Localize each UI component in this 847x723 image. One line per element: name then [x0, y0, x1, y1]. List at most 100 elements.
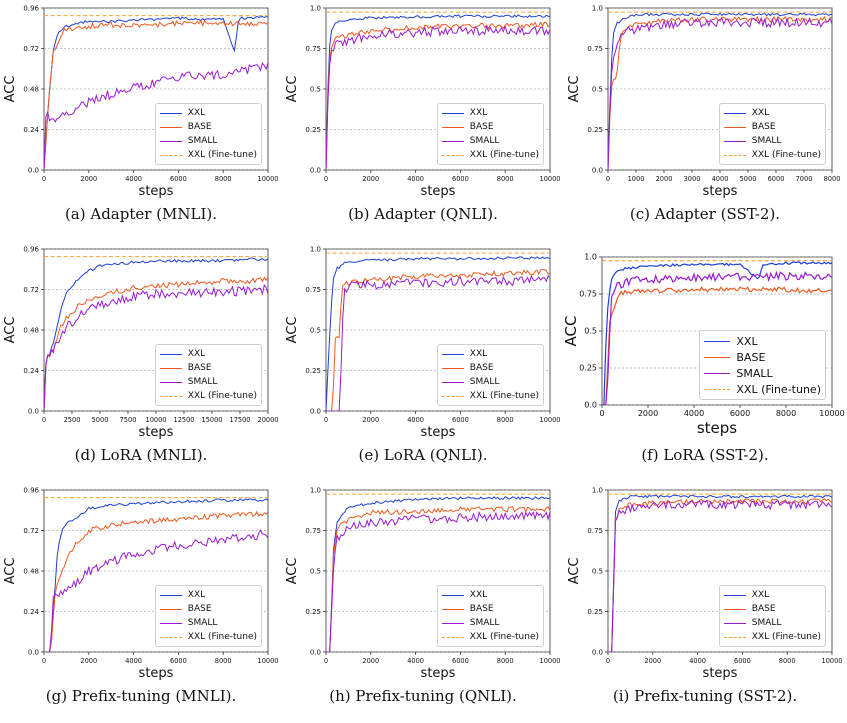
legend-label: XXL [736, 334, 758, 348]
legend-entry: XXL [159, 347, 257, 361]
legend-entry: XXL (Fine-tune) [723, 630, 821, 644]
legend-swatch [441, 395, 464, 397]
series-line-small [44, 529, 268, 652]
x-tick-label: 4000 [407, 657, 424, 665]
y-tick-label: 0.0 [310, 167, 321, 175]
legend-swatch [704, 388, 731, 390]
x-tick-label: 6000 [734, 657, 751, 665]
chart-panel: 0.0 0.25 0.5 0.75 1.0 0 2000 4000 6000 8000 10000 s… [282, 482, 564, 723]
x-tick-label: 2000 [362, 416, 379, 424]
legend-swatch [441, 353, 464, 355]
chart-panel: 0.0 0.25 0.5 0.75 1.0 0 1000 2000 3000 4000 5000 60… [564, 0, 846, 241]
series-line-small [326, 510, 550, 652]
legend-swatch [159, 353, 182, 355]
series-line-base [44, 19, 268, 170]
x-tick-label: 8000 [497, 657, 514, 665]
series-line-xxl [608, 12, 832, 170]
series-line-small [44, 283, 268, 411]
legend-entry: BASE [159, 602, 257, 616]
panel-caption: (g) Prefix-tuning (MNLI). [45, 687, 237, 705]
legend-swatch [441, 622, 464, 624]
series-line-xxl [44, 498, 268, 652]
x-tick-label: 4000 [125, 657, 142, 665]
x-tick-label: 8000 [497, 416, 514, 424]
y-tick-label: 0.72 [23, 45, 39, 53]
legend-swatch [723, 112, 746, 114]
y-tick-label: 0.25 [305, 367, 321, 375]
legend-label: XXL [469, 108, 488, 118]
y-tick-label: 0.75 [587, 527, 603, 535]
x-tick-label: 3000 [684, 175, 701, 183]
legend-entry: SMALL [441, 134, 539, 148]
y-tick-label: 0.75 [587, 45, 603, 53]
legend-swatch [441, 367, 464, 369]
legend-swatch [723, 622, 746, 624]
chart-svg: 0.0 0.24 0.48 0.72 0.96 0 2500 5000 7500 10000 125… [3, 246, 279, 441]
chart-svg: 0.0 0.25 0.5 0.75 1.0 0 2000 4000 6000 8000 10000 s… [567, 487, 842, 682]
legend-swatch [441, 636, 464, 638]
legend-entry: SMALL [159, 134, 257, 148]
y-tick-label: 0.5 [310, 568, 321, 576]
x-tick-label: 2000 [362, 657, 379, 665]
series-line-small [44, 61, 268, 170]
chart-legend: XXL BASE SMALL XXL (Fine-tune) [154, 103, 262, 165]
series-line-xxl [602, 260, 832, 405]
legend-label: SMALL [736, 366, 773, 380]
x-tick-label: 7000 [796, 175, 813, 183]
series-line-xxl [608, 494, 832, 652]
x-axis-label: steps [139, 184, 174, 199]
x-tick-label: 10000 [540, 657, 561, 665]
legend-entry: XXL [723, 106, 821, 120]
legend-label: XXL [187, 108, 206, 118]
legend-label: SMALL [187, 136, 218, 146]
legend-entry: SMALL [723, 616, 821, 630]
legend-swatch [441, 140, 464, 142]
y-axis-label: ACC [3, 558, 18, 585]
legend-swatch [723, 636, 746, 638]
y-tick-label: 0.72 [23, 286, 39, 294]
x-tick-label: 8000 [215, 657, 232, 665]
x-tick-label: 6000 [768, 175, 785, 183]
x-tick-label: 4000 [712, 175, 729, 183]
x-tick-label: 6000 [730, 409, 750, 418]
y-axis-label: ACC [285, 317, 300, 344]
y-axis-label: ACC [285, 558, 300, 585]
y-tick-label: 1.0 [592, 487, 603, 495]
y-tick-label: 0.48 [23, 86, 39, 94]
x-axis-label: steps [421, 184, 456, 199]
panel-caption: (i) Prefix-tuning (SST-2). [612, 687, 798, 705]
legend-swatch [723, 126, 746, 128]
legend-swatch [159, 395, 182, 397]
legend-label: XXL (Fine-tune) [187, 150, 257, 160]
legend-label: SMALL [751, 618, 782, 628]
x-tick-label: 17500 [230, 416, 251, 424]
legend-swatch [159, 622, 182, 624]
y-tick-label: 0.0 [28, 167, 39, 175]
x-tick-label: 8000 [776, 409, 796, 418]
series-line-base [608, 498, 832, 652]
legend-entry: SMALL [441, 616, 539, 630]
legend-label: XXL [187, 590, 206, 600]
legend-entry: XXL [159, 588, 257, 602]
legend-swatch [159, 126, 182, 128]
y-tick-label: 0.0 [28, 649, 39, 657]
panel-caption: (b) Adapter (QNLI). [348, 205, 498, 223]
x-tick-label: 20000 [258, 416, 279, 424]
chart-svg: 0.0 0.25 0.5 0.75 1.0 0 2000 4000 6000 8000 10000 s… [285, 246, 560, 441]
y-tick-label: 0.25 [579, 364, 597, 373]
x-tick-label: 6000 [452, 175, 469, 183]
legend-entry: XXL (Fine-tune) [441, 630, 539, 644]
y-tick-label: 0.24 [23, 126, 39, 134]
x-tick-label: 6000 [452, 657, 469, 665]
chart-svg: 0.0 0.25 0.5 0.75 1.0 0 2000 4000 6000 8000 10000 s… [564, 253, 845, 438]
x-tick-label: 2000 [644, 657, 661, 665]
y-tick-label: 0.96 [23, 5, 39, 13]
chart-legend: XXL BASE SMALL XXL (Fine-tune) [699, 330, 826, 400]
legend-swatch [704, 372, 731, 374]
legend-label: SMALL [187, 377, 218, 387]
legend-entry: SMALL [704, 365, 821, 381]
legend-swatch [441, 608, 464, 610]
x-tick-label: 12500 [174, 416, 195, 424]
legend-label: XXL (Fine-tune) [469, 150, 539, 160]
